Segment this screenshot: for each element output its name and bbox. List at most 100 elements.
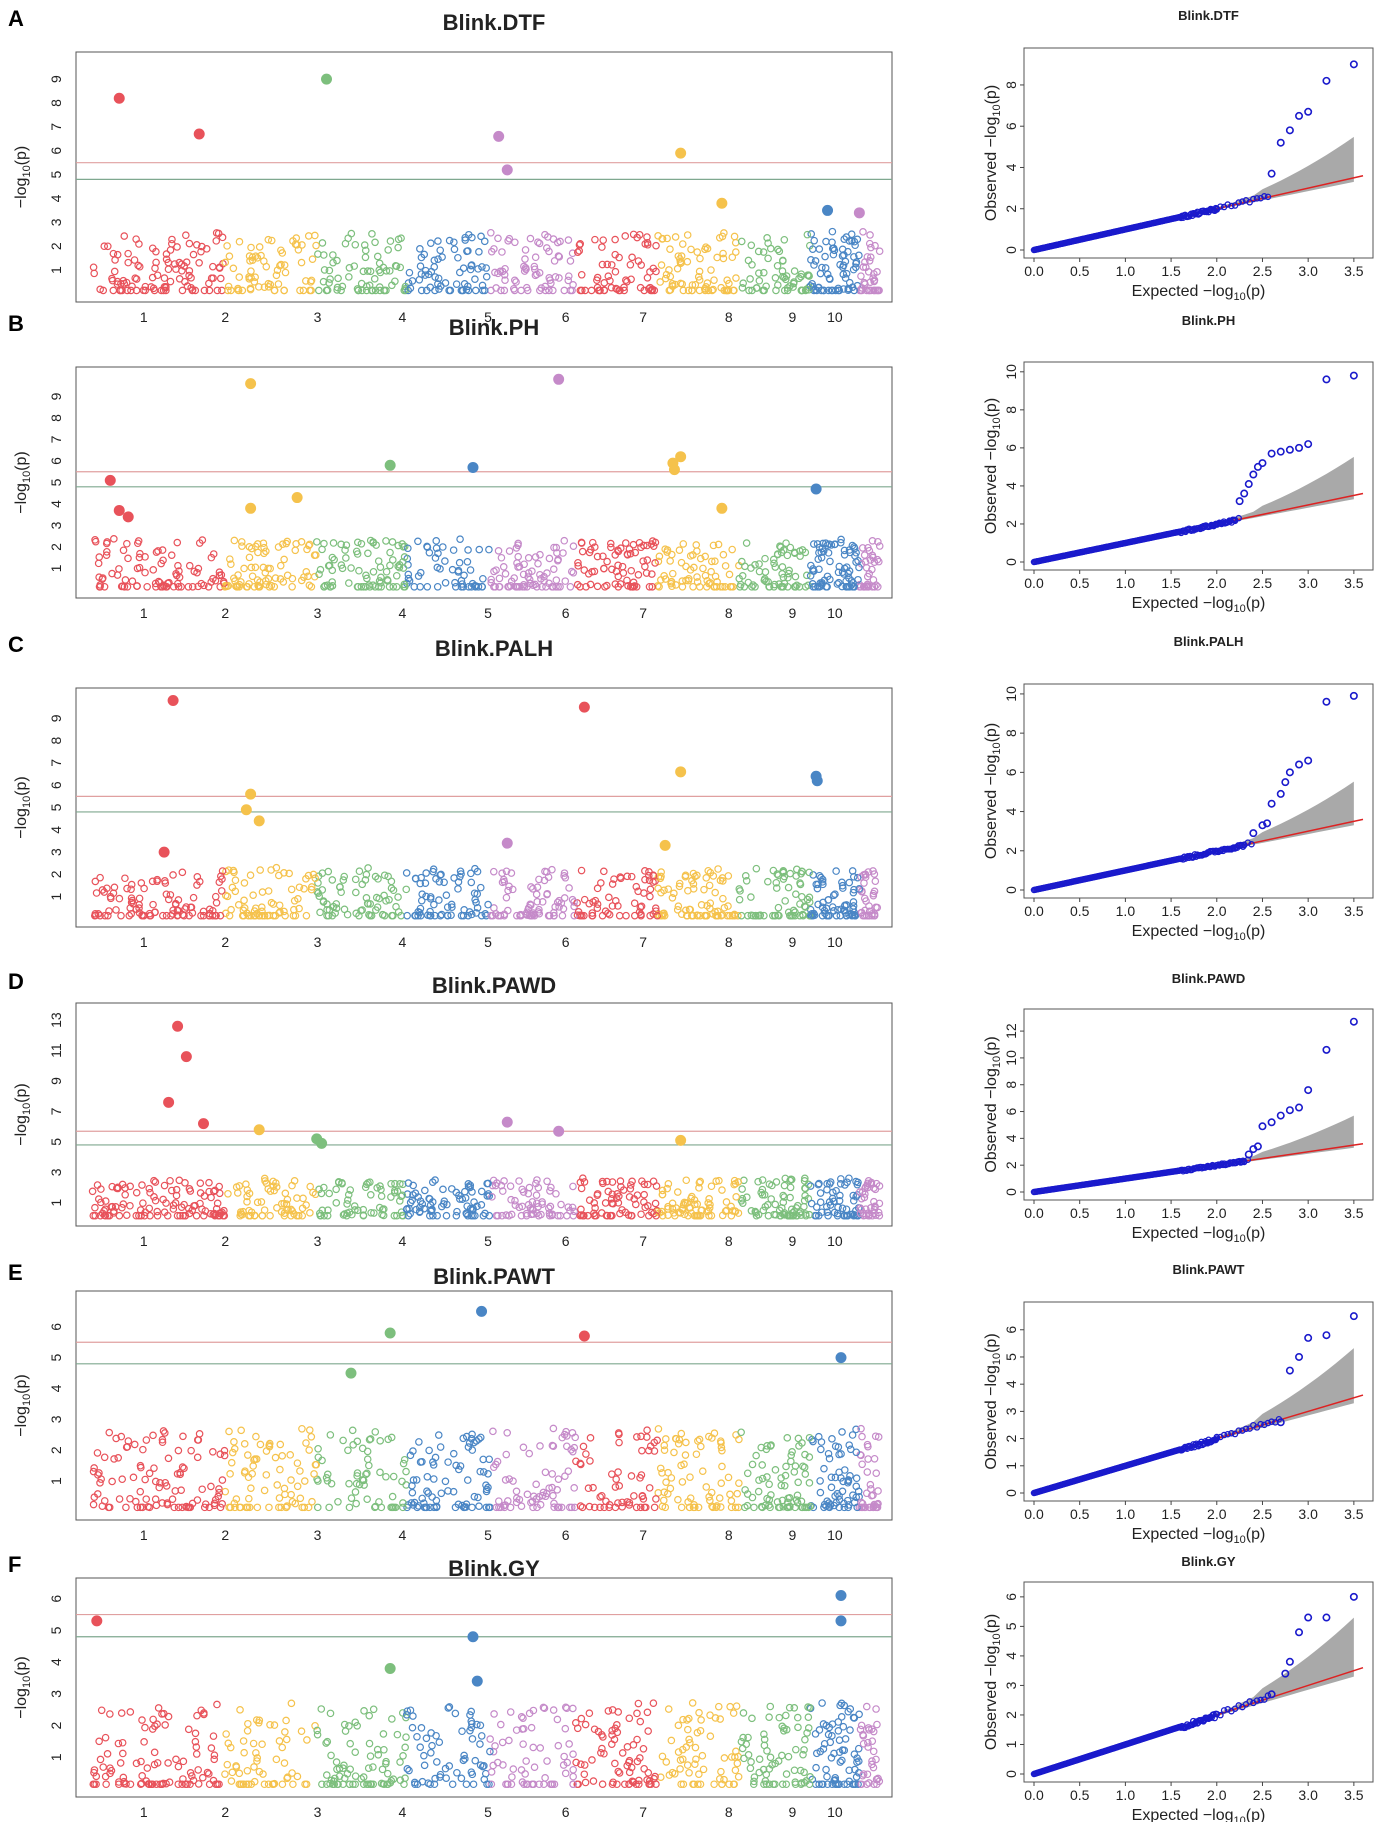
snp-point xyxy=(638,1492,647,1501)
snp-point xyxy=(115,1495,124,1503)
snp-point xyxy=(820,1464,828,1473)
snp-point xyxy=(91,1203,99,1212)
snp-point xyxy=(716,1503,725,1511)
y-tick-label: 1 xyxy=(48,1753,64,1761)
snp-point xyxy=(863,1440,872,1449)
snp-point xyxy=(639,541,648,550)
snp-point xyxy=(718,582,727,591)
snp-point xyxy=(150,1464,158,1472)
snp-point xyxy=(718,1446,726,1455)
snp-point xyxy=(770,580,779,589)
snp-point xyxy=(467,582,476,591)
panel-letter: C xyxy=(8,632,24,657)
y-tick-label: 2 xyxy=(48,870,64,878)
snp-point xyxy=(227,560,235,569)
snp-point xyxy=(696,554,705,563)
snp-point xyxy=(726,582,735,591)
y-tick-label: 0 xyxy=(1003,1188,1019,1196)
qq-tail-point xyxy=(1267,799,1276,808)
qq-point xyxy=(1268,1418,1275,1425)
snp-point xyxy=(758,1474,767,1483)
snp-point xyxy=(525,1449,534,1458)
qq-y-label: Observed −log10(p) xyxy=(983,85,1003,221)
snp-point xyxy=(805,272,813,280)
qq-tail-point xyxy=(1304,107,1313,116)
snp-point xyxy=(151,1477,160,1486)
snp-point xyxy=(470,1438,478,1447)
snp-point xyxy=(763,234,771,242)
snp-point xyxy=(615,253,623,262)
snp-point xyxy=(396,263,405,272)
snp-point xyxy=(570,898,578,906)
snp-point xyxy=(304,572,312,581)
snp-point xyxy=(240,879,249,887)
snp-point xyxy=(791,1503,799,1512)
snp-point xyxy=(866,253,875,262)
snp-point xyxy=(444,1487,452,1495)
snp-point xyxy=(803,571,811,580)
snp-point xyxy=(675,1435,684,1444)
snp-point xyxy=(302,1201,310,1209)
snp-point xyxy=(649,264,658,273)
snp-point xyxy=(100,1453,109,1462)
snp-point xyxy=(108,1182,117,1191)
snp-point xyxy=(371,1503,379,1512)
snp-point xyxy=(755,1476,763,1484)
snp-point xyxy=(121,874,129,883)
snp-point xyxy=(230,536,239,545)
snp-point xyxy=(226,1743,235,1752)
snp-point xyxy=(150,1748,159,1757)
snp-point xyxy=(209,550,218,558)
snp-point xyxy=(485,545,493,554)
snp-point xyxy=(164,1454,173,1463)
snp-point xyxy=(360,241,369,249)
snp-point xyxy=(817,873,825,882)
snp-point xyxy=(462,285,471,294)
snp-point xyxy=(868,582,877,591)
snp-point xyxy=(316,908,324,917)
snp-point xyxy=(151,579,160,588)
qq-title: Blink.PH xyxy=(1182,313,1235,328)
snp-point xyxy=(873,903,882,912)
snp-point xyxy=(193,1453,202,1462)
snp-point xyxy=(541,286,550,295)
significant-snp xyxy=(675,147,687,159)
snp-point xyxy=(693,871,701,880)
snp-point xyxy=(600,286,608,295)
snp-point xyxy=(139,1445,147,1454)
snp-point xyxy=(477,911,486,920)
snp-point xyxy=(341,239,350,248)
snp-point xyxy=(693,248,702,256)
qq-tail-point xyxy=(1244,1150,1253,1159)
snp-point xyxy=(416,1207,424,1216)
y-tick-label: 4 xyxy=(48,826,64,834)
qq-x-label: Expected −log10(p) xyxy=(1132,283,1266,303)
snp-point xyxy=(153,1720,161,1729)
snp-point xyxy=(668,569,677,578)
snp-point xyxy=(293,1194,301,1202)
snp-point xyxy=(276,1465,284,1474)
snp-point xyxy=(818,263,826,272)
snp-point xyxy=(245,1494,253,1503)
snp-point xyxy=(447,911,455,919)
snp-point xyxy=(849,888,858,897)
snp-point xyxy=(621,276,630,285)
qq-tail-point xyxy=(1276,447,1285,456)
snp-point xyxy=(520,582,529,591)
snp-point xyxy=(471,275,479,284)
snp-point xyxy=(805,1479,814,1487)
snp-point xyxy=(866,556,875,564)
snp-point xyxy=(574,562,582,570)
snp-point xyxy=(461,1187,469,1196)
snp-point xyxy=(131,274,139,282)
qq-tail-point xyxy=(1267,1118,1276,1127)
snp-point xyxy=(367,1208,375,1217)
snp-point xyxy=(757,1188,765,1197)
snp-point xyxy=(474,1493,482,1502)
snp-point xyxy=(124,554,132,563)
snp-point xyxy=(783,1498,792,1507)
snp-point xyxy=(180,1464,188,1473)
snp-point xyxy=(264,564,272,573)
snp-point xyxy=(636,903,645,911)
snp-point xyxy=(398,1191,407,1200)
